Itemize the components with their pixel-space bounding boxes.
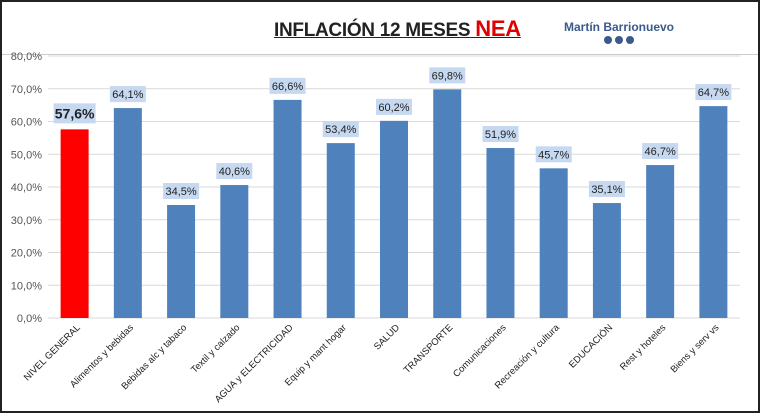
y-tick-label: 60,0% (11, 117, 42, 129)
data-label-bg (216, 163, 253, 180)
x-category-label: Comunicaciones (451, 322, 509, 380)
bar (646, 165, 675, 318)
data-label-bg (642, 143, 679, 160)
data-label: 46,7% (645, 146, 676, 158)
data-label-bg (163, 183, 200, 200)
twitter-icon (615, 36, 623, 44)
bar (380, 120, 408, 318)
x-category-label: NIVEL GENERAL (22, 322, 83, 383)
data-label: 60,2% (378, 102, 409, 114)
data-label: 45,7% (538, 149, 569, 161)
chart-title: INFLACIÓN 12 MESES NEA (274, 16, 521, 42)
bar (592, 203, 621, 318)
y-tick-label: 40,0% (11, 182, 42, 194)
facebook-icon (604, 36, 612, 44)
x-category-label: Biens y serv vs (669, 322, 722, 375)
y-tick-label: 70,0% (11, 84, 42, 96)
bar (539, 168, 568, 318)
x-category-label: TRANSPORTE (402, 322, 456, 376)
y-tick-label: 10,0% (11, 280, 42, 292)
data-label-bg (109, 86, 146, 103)
divider (2, 54, 758, 55)
data-label-bg (322, 121, 359, 138)
x-category-label: Textil y calzado (189, 322, 242, 375)
y-tick-label: 80,0% (11, 51, 42, 63)
brand-logo: Martín Barrionuevo (564, 20, 674, 44)
bar (113, 108, 142, 318)
brand-name: Martín Barrionuevo (564, 20, 675, 34)
x-category-label: Rest y hoteles (618, 322, 669, 373)
bar (60, 129, 89, 318)
bar (326, 143, 355, 318)
data-label: 69,8% (432, 70, 463, 82)
bar (273, 99, 302, 318)
youtube-icon (626, 36, 634, 44)
data-label: 53,4% (325, 124, 356, 136)
x-category-label: EDUCACIÓN (567, 322, 615, 370)
y-tick-label: 0,0% (17, 313, 42, 325)
y-tick-label: 20,0% (11, 248, 42, 260)
data-label: 35,1% (591, 184, 622, 196)
data-label-bg (535, 146, 572, 163)
y-tick-label: 50,0% (11, 149, 42, 161)
data-label: 40,6% (219, 166, 250, 178)
bar (220, 185, 249, 318)
bar (699, 106, 728, 318)
bar (433, 89, 462, 318)
data-label-bg (429, 67, 466, 84)
data-label: 64,1% (112, 89, 143, 101)
data-label-bg (482, 126, 519, 143)
data-label: 66,6% (272, 81, 303, 93)
title-text: INFLACIÓN 12 MESES (274, 20, 471, 41)
bar (167, 205, 196, 318)
data-label: 64,7% (698, 87, 729, 99)
data-label-bg (695, 84, 732, 101)
data-label-bg (269, 77, 306, 94)
y-tick-label: 30,0% (11, 215, 42, 227)
data-label-bg (588, 181, 625, 198)
title-region: NEA (475, 16, 521, 41)
data-label-bg (376, 98, 412, 115)
data-label: 34,5% (165, 186, 196, 198)
data-label-bg (53, 103, 96, 124)
data-label: 51,9% (485, 129, 516, 141)
data-label: 57,6% (55, 105, 95, 121)
x-category-label: SALUD (372, 322, 402, 352)
bar (486, 148, 515, 318)
